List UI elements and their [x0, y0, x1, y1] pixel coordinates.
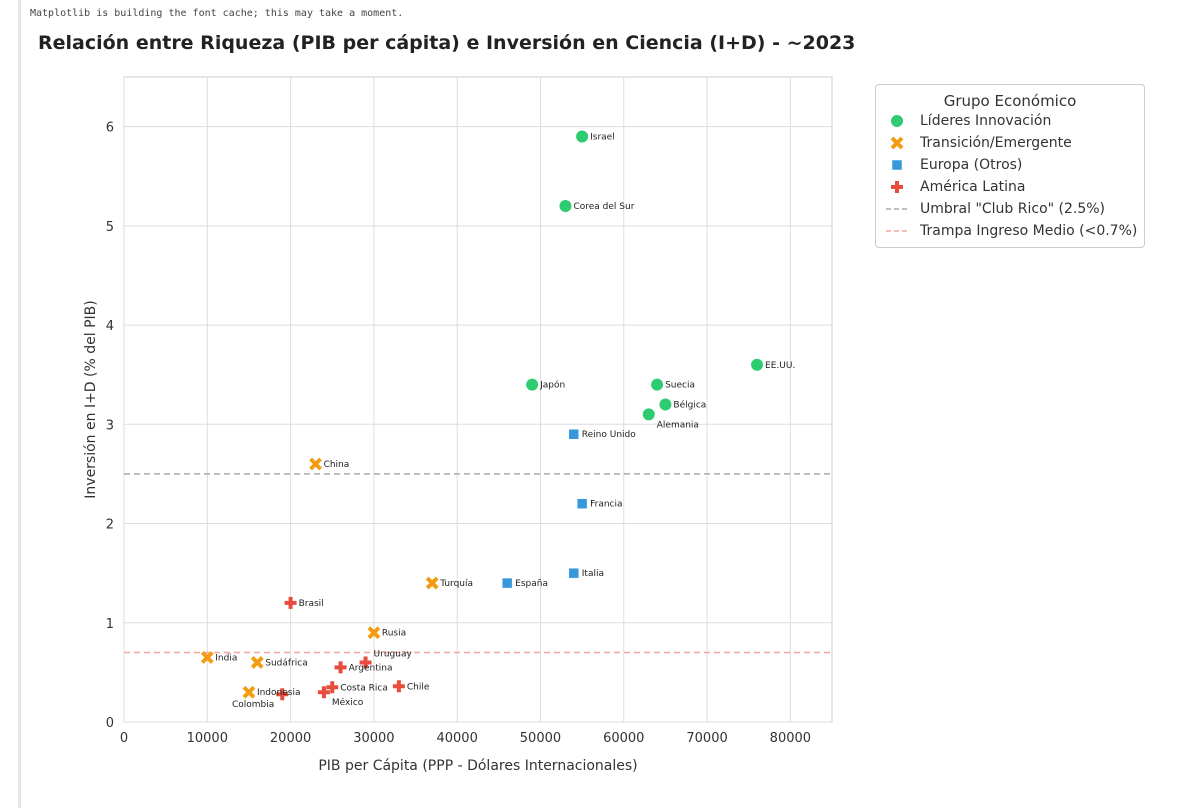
legend-marker-icon [886, 208, 908, 210]
data-point [317, 686, 330, 699]
data-point [367, 626, 381, 640]
y-tick-label: 4 [106, 319, 114, 334]
legend-marker [890, 114, 904, 128]
x-tick-label: 0 [120, 731, 128, 746]
point-label: Turquía [439, 579, 473, 589]
x-axis-label: PIB per Cápita (PPP - Dólares Internacio… [318, 758, 637, 774]
y-tick-label: 1 [106, 617, 114, 632]
legend-label: Líderes Innovación [920, 113, 1052, 129]
legend: Grupo Económico Líderes Innovación Transi… [875, 84, 1145, 248]
legend-marker-icon [890, 114, 904, 128]
legend-label: Umbral "Club Rico" (2.5%) [920, 201, 1106, 217]
point-label: Corea del Sur [573, 202, 634, 212]
point-label: Indonesia [257, 688, 301, 698]
point-label: Alemania [657, 420, 699, 430]
console-output: Matplotlib is building the font cache; t… [30, 8, 404, 19]
legend-marker [891, 159, 903, 171]
data-point [650, 377, 665, 392]
data-point [200, 651, 214, 664]
legend-item: Líderes Innovación [876, 110, 1144, 132]
data-point [359, 656, 372, 669]
x-tick-label: 50000 [520, 731, 561, 746]
point-label: Uruguay [374, 649, 413, 659]
legend-item: Europa (Otros) [876, 154, 1144, 176]
legend-label: América Latina [920, 179, 1026, 195]
data-point [575, 129, 590, 144]
point-label: México [332, 697, 364, 708]
data-point [658, 397, 673, 412]
point-label: Japón [539, 380, 565, 391]
point-label: Francia [590, 500, 622, 510]
legend-marker-icon [886, 230, 908, 232]
point-label: EE.UU. [765, 361, 795, 371]
point-label: Bélgica [673, 399, 706, 410]
data-point [558, 199, 573, 213]
point-label: Argentina [349, 663, 393, 673]
point-label: Costa Rica [340, 683, 388, 693]
data-point [309, 457, 322, 471]
point-label: Brasil [299, 599, 324, 609]
legend-label: Transición/Emergente [920, 135, 1072, 151]
point-label: Colombia [232, 700, 274, 710]
y-tick-label: 6 [106, 121, 114, 136]
data-point [568, 567, 580, 579]
point-label: India [215, 654, 237, 664]
data-point [641, 407, 656, 422]
y-tick-label: 3 [106, 418, 114, 433]
data-point [568, 428, 580, 440]
data-point [284, 596, 297, 609]
legend-marker-icon [891, 181, 903, 193]
data-point [750, 357, 765, 372]
data-point [334, 661, 347, 674]
point-label: Israel [590, 133, 615, 143]
legend-item: Transición/Emergente [876, 132, 1144, 154]
data-point [501, 577, 513, 589]
point-label: China [324, 460, 350, 470]
chart-title: Relación entre Riqueza (PIB per cápita) … [38, 32, 856, 54]
cell-gutter [18, 0, 21, 808]
legend-item: Umbral "Club Rico" (2.5%) [876, 198, 1144, 220]
point-label: Reino Unido [582, 430, 636, 440]
x-tick-label: 20000 [270, 731, 311, 746]
plot-area [123, 76, 833, 723]
data-point [525, 377, 540, 392]
x-tick-label: 60000 [603, 731, 644, 746]
x-tick-label: 80000 [770, 731, 811, 746]
point-label: Sudáfrica [265, 658, 307, 668]
x-tick-label: 10000 [187, 731, 228, 746]
legend-marker-icon [891, 159, 903, 171]
data-point [276, 688, 289, 701]
legend-title: Grupo Económico [943, 92, 1077, 110]
legend-marker [890, 136, 904, 150]
legend-marker-icon [890, 136, 904, 150]
y-axis-label: Inversión en I+D (% del PIB) [83, 300, 99, 498]
point-label: Rusia [382, 629, 406, 639]
point-label: España [515, 579, 548, 589]
data-point [392, 680, 405, 693]
data-point [242, 685, 256, 699]
data-point [425, 576, 439, 590]
x-tick-label: 30000 [353, 731, 394, 746]
y-tick-label: 5 [106, 220, 114, 235]
legend-marker [891, 181, 903, 193]
point-label: Italia [582, 569, 604, 579]
legend-item: Trampa Ingreso Medio (<0.7%) [876, 220, 1144, 242]
data-point [326, 681, 339, 694]
legend-label: Europa (Otros) [920, 157, 1023, 173]
data-point [576, 498, 588, 509]
point-label: Chile [407, 682, 430, 692]
x-tick-label: 70000 [686, 731, 727, 746]
data-point [250, 656, 264, 669]
legend-item: América Latina [876, 176, 1144, 198]
point-label: Suecia [665, 381, 695, 391]
y-tick-label: 2 [106, 518, 114, 533]
y-tick-label: 0 [106, 716, 114, 731]
x-tick-label: 40000 [436, 731, 477, 746]
legend-label: Trampa Ingreso Medio (<0.7%) [920, 223, 1138, 239]
